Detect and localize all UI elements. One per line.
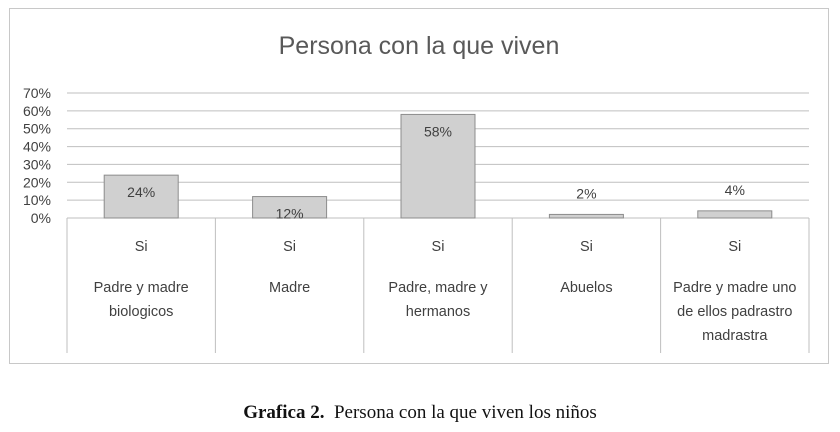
bar-chart: Persona con la que viven 0% 10% 20% 30%40% 5…: [23, 32, 810, 353]
category-label-si: Si: [580, 239, 593, 255]
category-label: Abuelos: [560, 280, 612, 296]
y-tick-label: 0%: [31, 210, 51, 226]
y-tick-label: 50%: [23, 121, 51, 137]
bar: [103, 174, 179, 219]
category-label: Padre y madre: [94, 280, 189, 296]
bar: [548, 213, 624, 219]
category-label: Padre y madre uno: [673, 280, 796, 296]
data-label: 58%: [424, 123, 452, 139]
y-tick-label: 20%: [23, 174, 51, 190]
y-tick-label: 40%: [23, 139, 51, 155]
bar: [400, 113, 476, 219]
category-label: de ellos padrastro: [677, 304, 792, 320]
data-label: 2%: [576, 185, 596, 201]
category-label: madrastra: [702, 328, 768, 344]
caption-text: Persona con la que viven los niños: [333, 402, 597, 423]
figure-caption: Grafica 2. Persona con la que viven los …: [0, 402, 840, 424]
y-tick-label: 60%: [23, 103, 51, 119]
chart-title: Persona con la que viven: [279, 32, 560, 60]
bars: [103, 113, 773, 219]
y-axis-ticks: 0% 10% 20% 30%40% 50% 60% 70%: [23, 85, 51, 226]
category-label-si: Si: [728, 239, 741, 255]
data-label: 12%: [276, 206, 304, 222]
bar: [252, 196, 328, 219]
data-labels: 24% 12% 58% 2% 4%: [127, 123, 745, 221]
data-label: 4%: [725, 182, 745, 198]
bar: [697, 210, 773, 219]
category-label-si: Si: [135, 239, 148, 255]
category-label: Padre, madre y: [388, 280, 488, 296]
caption-number: Grafica 2.: [243, 402, 325, 423]
data-label: 24%: [127, 184, 155, 200]
category-label: Madre: [269, 280, 310, 296]
category-label: hermanos: [406, 304, 470, 320]
category-labels: Si Padre y madre biologicos Si Madre Si Padre,…: [94, 239, 797, 344]
y-tick-label: 10%: [23, 192, 51, 208]
category-label: biologicos: [109, 304, 174, 320]
category-label-si: Si: [432, 239, 445, 255]
y-tick-label: 70%: [23, 85, 51, 101]
chart-frame: Persona con la que viven 0% 10% 20% 30% 40% 5…: [9, 8, 829, 364]
y-tick-label: 30%: [23, 156, 51, 172]
category-label-si: Si: [283, 239, 296, 255]
